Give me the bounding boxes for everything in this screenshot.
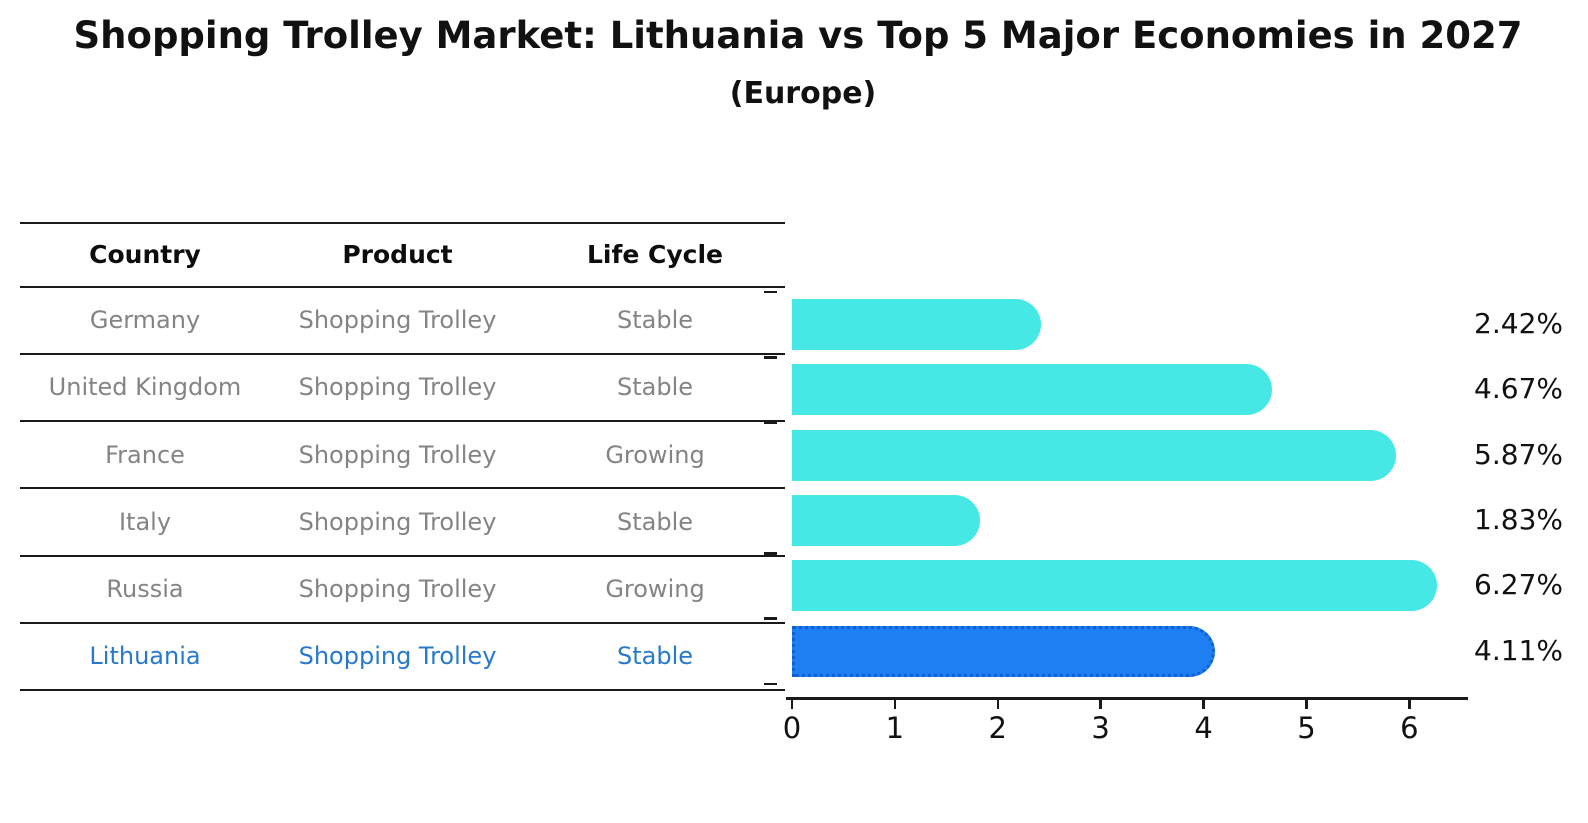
table-row-lithuania: Lithuania Shopping Trolley Stable — [20, 621, 785, 689]
y-tick-mark — [764, 552, 777, 555]
value-label-lithuania: 4.11% — [1474, 633, 1563, 667]
x-tick-label: 2 — [988, 711, 1007, 745]
chart-subtitle: (Europe) — [729, 76, 877, 111]
x-tick-mark — [790, 699, 794, 709]
table-row-germany: Germany Shopping Trolley Stable — [20, 285, 785, 353]
table-cell-country: United Kingdom — [48, 373, 242, 402]
table-header-row: Country Product Life Cycle — [20, 222, 785, 286]
table-cell-life_cycle: Stable — [616, 306, 694, 335]
value-label-germany: 2.42% — [1474, 307, 1563, 340]
table-row-italy: Italy Shopping Trolley Stable — [20, 487, 785, 554]
y-tick-mark — [764, 290, 777, 294]
table-cell-country: Germany — [89, 306, 201, 335]
bar-france — [792, 429, 1396, 481]
table-row-france: France Shopping Trolley Growing — [20, 420, 785, 487]
value-label-italy: 1.83% — [1474, 503, 1563, 536]
table-cell-product: Shopping Trolley — [298, 373, 497, 402]
x-tick-label: 6 — [1400, 711, 1419, 745]
x-tick-mark — [996, 699, 1000, 709]
value-label-russia: 6.27% — [1474, 568, 1563, 602]
y-tick-mark — [764, 421, 777, 424]
bar-plot — [792, 292, 1469, 684]
table-cell-life_cycle: Stable — [616, 507, 694, 536]
x-tick-label: 0 — [782, 711, 802, 745]
x-tick-label: 5 — [1297, 711, 1316, 745]
table-cell-life_cycle: Growing — [605, 440, 705, 469]
table-row-russia: Russia Shopping Trolley Growing — [20, 554, 785, 622]
table-cell-life_cycle: Growing — [605, 575, 705, 604]
table-cell-country: Lithuania — [89, 642, 201, 671]
table-body: Germany Shopping Trolley Stable United King… — [20, 285, 785, 690]
table-cell-product: Shopping Trolley — [298, 575, 497, 604]
table-cell-life_cycle: Stable — [616, 373, 694, 402]
table-cell-product: Shopping Trolley — [298, 306, 497, 335]
table-cell-life_cycle: Stable — [616, 642, 694, 671]
table-cell-product: Shopping Trolley — [298, 440, 497, 469]
x-tick-label: 1 — [885, 711, 905, 745]
y-tick-mark — [764, 682, 777, 686]
table-header-lifecycle: Life Cycle — [586, 240, 724, 270]
x-tick-mark — [1305, 699, 1308, 709]
bar-italy — [792, 495, 981, 546]
table-cell-product: Shopping Trolley — [298, 507, 497, 536]
table-cell-product: Shopping Trolley — [298, 642, 497, 671]
x-tick-mark — [1202, 699, 1205, 709]
bar-lithuania — [792, 625, 1215, 677]
x-tick-mark — [1099, 699, 1102, 709]
y-tick-mark — [764, 617, 777, 620]
x-axis-line — [786, 697, 1468, 700]
table-cell-country: Russia — [106, 575, 184, 604]
x-tick-label: 3 — [1091, 711, 1110, 745]
bar-united-kingdom — [792, 364, 1273, 416]
x-tick-mark — [893, 699, 897, 709]
x-tick-mark — [1408, 699, 1411, 709]
x-tick-label: 4 — [1194, 711, 1213, 745]
y-tick-mark — [764, 486, 777, 490]
table-cell-country: France — [105, 440, 185, 469]
chart-title: Shopping Trolley Market: Lithuania vs To… — [73, 14, 1523, 57]
y-tick-mark — [764, 356, 777, 359]
bar-russia — [792, 560, 1438, 612]
table-header-country: Country — [89, 240, 201, 270]
value-label-united-kingdom: 4.67% — [1474, 372, 1563, 406]
country-table: Country Product Life Cycle Germany Shoppi… — [20, 222, 785, 691]
table-header-product: Product — [342, 240, 453, 270]
table-row-united-kingdom: United Kingdom Shopping Trolley Stable — [20, 352, 785, 420]
table-cell-country: Italy — [118, 507, 172, 536]
value-label-france: 5.87% — [1474, 437, 1563, 471]
bar-germany — [792, 299, 1041, 350]
